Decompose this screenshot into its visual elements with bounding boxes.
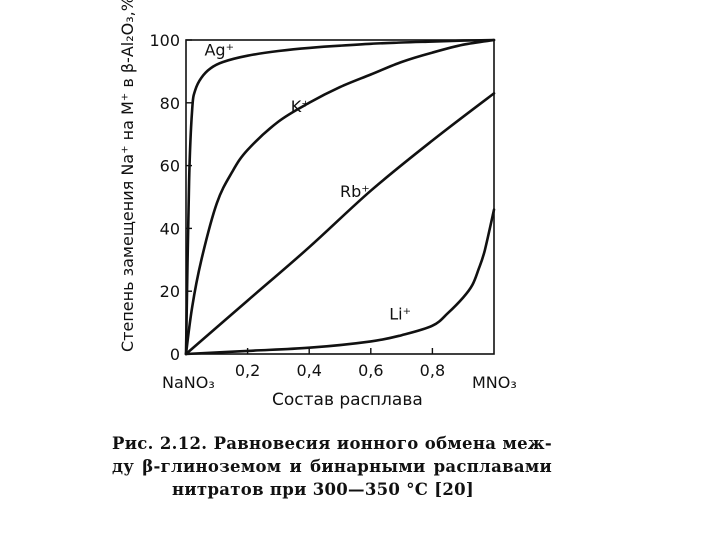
- series-label-rb: Rb⁺: [340, 182, 370, 201]
- y-axis-title: Степень замещения Na⁺ на M⁺ в β-Al₂O₃,%: [118, 0, 137, 352]
- y-tick-label: 100: [149, 31, 180, 50]
- x-axis-right-label: MNO₃: [472, 373, 517, 392]
- caption-line-2: ду β-глиноземом и бинарными расплавами: [112, 457, 552, 476]
- x-axis-left-label: NaNO₃: [162, 373, 215, 392]
- series-labels: Ag⁺ K⁺ Rb⁺ Li⁺: [204, 41, 411, 324]
- x-tick-label: 0,2: [235, 361, 260, 380]
- caption-line-1: Рис. 2.12. Равновесия ионного обмена меж…: [112, 434, 552, 453]
- y-tick-label: 40: [160, 219, 180, 238]
- series-label-k: K⁺: [291, 97, 310, 116]
- x-axis-ticks: 0,2 0,4 0,6 0,8: [235, 348, 445, 380]
- series-line-li: [184, 208, 496, 356]
- x-tick-label: 0,8: [420, 361, 445, 380]
- y-tick-label: 60: [160, 157, 180, 176]
- y-axis-ticks: 0 20 40 60 80 100: [149, 31, 192, 364]
- y-tick-label: 80: [160, 94, 180, 113]
- x-tick-label: 0,4: [296, 361, 321, 380]
- figure-caption: Рис. 2.12. Равновесия ионного обмена меж…: [112, 432, 552, 501]
- series-line-k: [184, 38, 496, 356]
- series-line-ag: [184, 38, 496, 356]
- series-label-li: Li⁺: [389, 304, 411, 323]
- x-tick-label: 0,6: [358, 361, 383, 380]
- y-tick-label: 0: [170, 345, 180, 364]
- series-label-ag: Ag⁺: [204, 41, 234, 60]
- series-line-rb: [184, 92, 496, 356]
- plot-frame: [185, 39, 495, 355]
- series-lines: [184, 38, 496, 356]
- x-axis-title: Состав расплава: [272, 390, 423, 410]
- y-tick-label: 20: [160, 282, 180, 301]
- caption-line-3: нитратов при 300—350 °C [20]: [172, 480, 475, 499]
